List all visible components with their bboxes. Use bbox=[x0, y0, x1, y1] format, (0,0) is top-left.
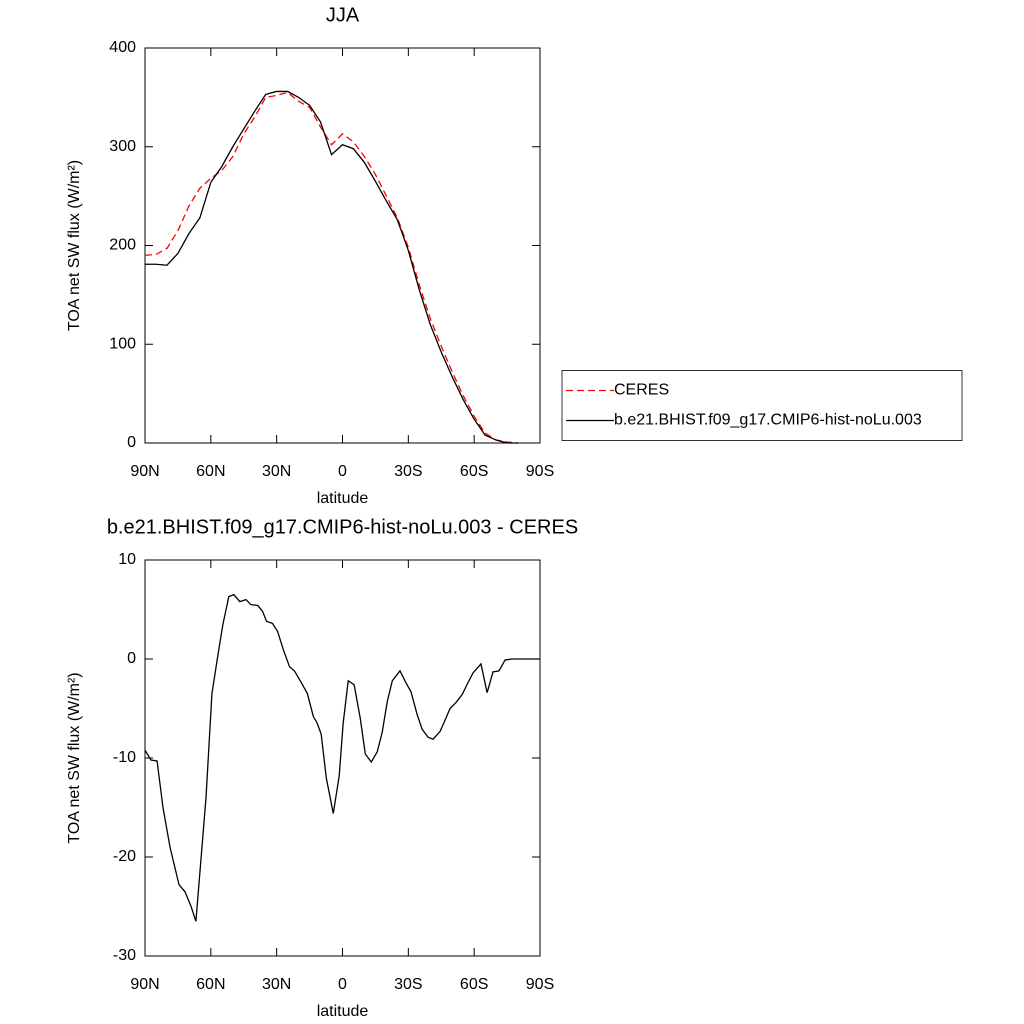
plot-frame bbox=[144, 559, 541, 957]
x-tick-label: 60S bbox=[460, 463, 488, 480]
legend-box bbox=[561, 370, 963, 441]
x-tick-label: 30N bbox=[262, 976, 291, 993]
y-tick-label: 0 bbox=[127, 650, 136, 667]
y-tick-label: 200 bbox=[109, 237, 136, 254]
plot-frame bbox=[144, 47, 541, 444]
legend-label: b.e21.BHIST.f09_g17.CMIP6-hist-noLu.003 bbox=[614, 412, 922, 429]
x-tick-label: 90S bbox=[526, 463, 554, 480]
x-tick-label: 0 bbox=[338, 976, 347, 993]
x-tick-label: 60N bbox=[196, 976, 225, 993]
x-axis-label: latitude bbox=[317, 1003, 369, 1020]
series-line bbox=[144, 593, 540, 922]
series-line bbox=[145, 90, 519, 444]
x-tick-label: 90N bbox=[130, 463, 159, 480]
chart-title: b.e21.BHIST.f09_g17.CMIP6-hist-noLu.003 … bbox=[107, 516, 578, 538]
x-tick-label: 0 bbox=[338, 463, 347, 480]
y-tick-label: 0 bbox=[127, 434, 136, 451]
y-tick-label: 400 bbox=[109, 39, 136, 56]
x-tick-label: 30S bbox=[394, 463, 422, 480]
x-tick-label: 30S bbox=[394, 976, 422, 993]
x-tick-label: 60N bbox=[196, 463, 225, 480]
x-axis-label: latitude bbox=[317, 490, 369, 507]
y-axis-label: TOA net SW flux (W/m²) bbox=[66, 672, 83, 843]
x-tick-label: 30N bbox=[262, 463, 291, 480]
y-tick-label: -30 bbox=[113, 947, 136, 964]
y-tick-label: 300 bbox=[109, 138, 136, 155]
legend-label: CERES bbox=[614, 382, 669, 399]
y-tick-label: 10 bbox=[118, 551, 136, 568]
chart-title: JJA bbox=[326, 4, 360, 26]
y-axis-label: TOA net SW flux (W/m²) bbox=[66, 160, 83, 331]
x-tick-label: 90S bbox=[526, 976, 554, 993]
x-tick-label: 60S bbox=[460, 976, 488, 993]
series-line bbox=[144, 91, 519, 444]
y-tick-label: -10 bbox=[113, 749, 136, 766]
y-tick-label: -20 bbox=[113, 848, 136, 865]
y-tick-label: 100 bbox=[109, 335, 136, 352]
x-tick-label: 90N bbox=[130, 976, 159, 993]
